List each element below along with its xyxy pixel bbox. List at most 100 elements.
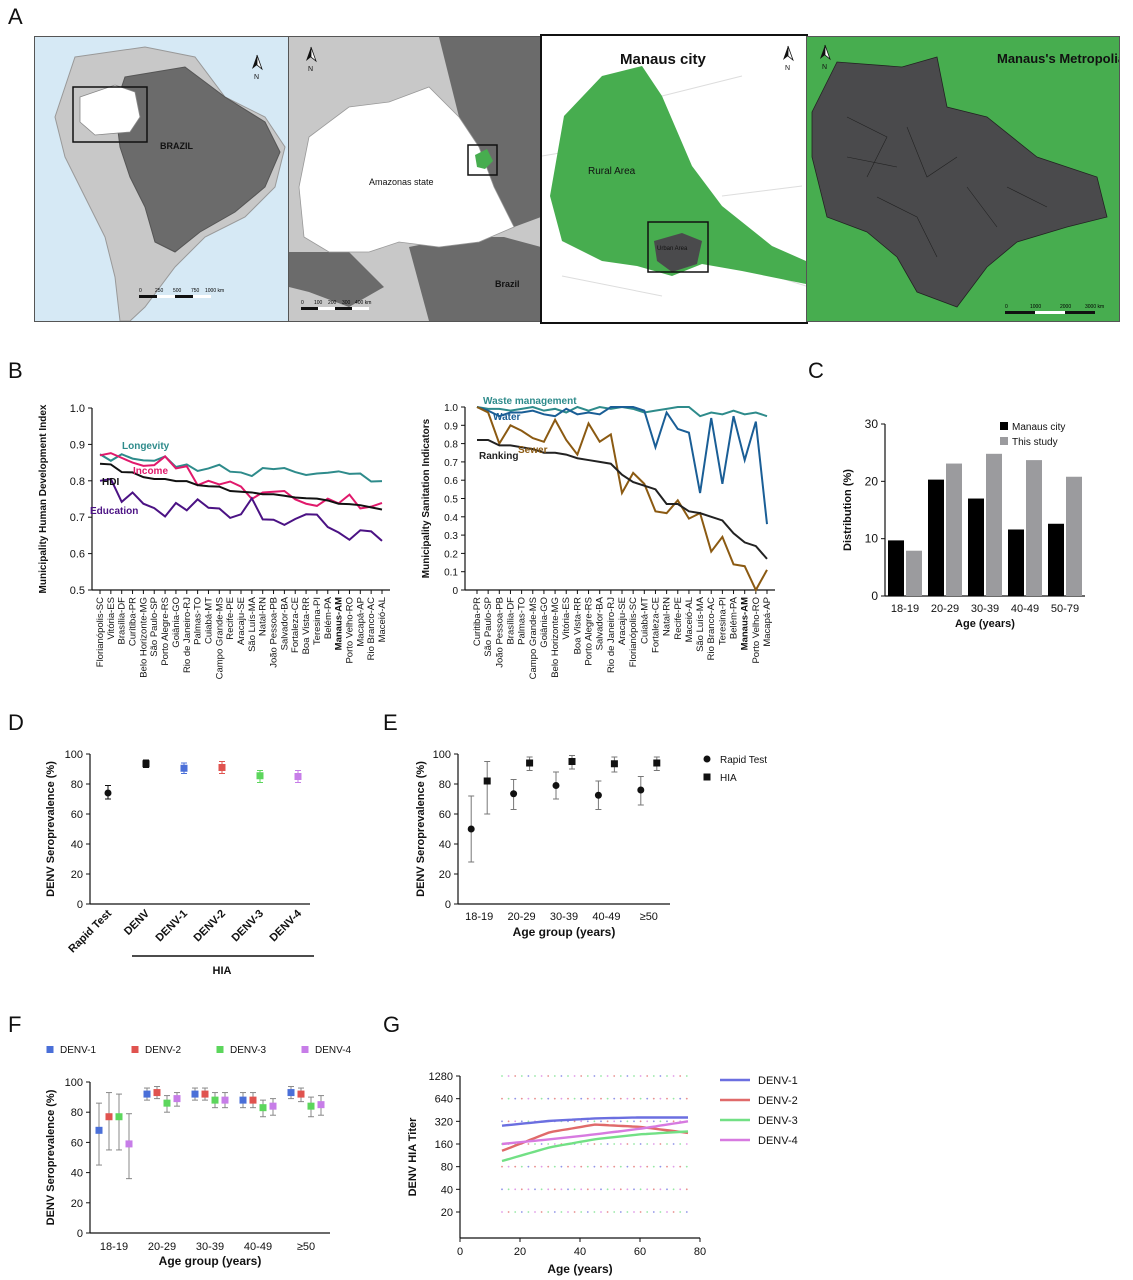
- obs-dot: [580, 1211, 583, 1213]
- legend-marker: [131, 1046, 139, 1053]
- x-tick-label: Belo Horizonte-MG: [138, 597, 149, 678]
- obs-dot: [573, 1211, 576, 1213]
- y-tick-label: 320: [435, 1116, 453, 1128]
- y-tick-label: 0: [445, 899, 451, 911]
- obs-dot: [593, 1075, 596, 1077]
- neighbor-dark-ne: [439, 37, 541, 227]
- x-tick-label: Belém-PA: [323, 596, 334, 639]
- x-tick-label: Rio de Janeiro-RJ: [182, 597, 193, 673]
- data-point: [294, 773, 302, 780]
- obs-dot: [520, 1211, 523, 1213]
- svg-text:200: 200: [328, 300, 337, 306]
- data-point-denv-3: [307, 1102, 315, 1110]
- obs-dot: [527, 1211, 530, 1213]
- y-tick-label: 1.0: [444, 403, 458, 414]
- data-point-rapid-test: [467, 825, 475, 833]
- series-line-education: [99, 477, 383, 542]
- obs-dot: [540, 1143, 543, 1145]
- obs-dot: [672, 1075, 675, 1077]
- obs-dot: [514, 1120, 517, 1123]
- obs-dot: [580, 1188, 583, 1191]
- obs-dot: [547, 1097, 550, 1100]
- y-tick-label: 40: [439, 839, 451, 851]
- series-label: Income: [133, 466, 168, 477]
- obs-dot: [633, 1143, 635, 1145]
- y-tick-label: 0: [871, 589, 878, 603]
- legend-marker: [703, 755, 711, 763]
- y-axis-title: Distribution (%): [842, 469, 854, 551]
- x-tick-label: 30-39: [196, 1241, 224, 1253]
- series-line-longevity: [99, 453, 383, 483]
- x-tick-label: São Luís-MA: [247, 596, 258, 652]
- obs-dot: [580, 1075, 583, 1077]
- y-axis-title: DENV Seroprevalence (%): [45, 761, 57, 897]
- data-point: [104, 789, 112, 797]
- obs-dot: [619, 1188, 622, 1191]
- brazil-land: [114, 66, 281, 253]
- x-tick-label: ≥50: [640, 911, 658, 923]
- bar-manaus-city: [888, 540, 904, 596]
- x-tick-label: João Pessoa-PB: [269, 597, 280, 668]
- y-tick-label: 10: [865, 532, 879, 546]
- obs-dot: [534, 1188, 536, 1191]
- obs-dot: [514, 1097, 517, 1100]
- obs-dot: [520, 1075, 523, 1077]
- svg-text:0: 0: [139, 288, 142, 294]
- obs-dot: [600, 1143, 602, 1145]
- obs-dot: [534, 1143, 536, 1145]
- x-tick-label: Cuiabá-MT: [639, 597, 650, 644]
- bar-this-study: [906, 550, 922, 596]
- obs-dot: [639, 1165, 642, 1168]
- obs-dot: [639, 1097, 642, 1100]
- chart-g-titer-age: 20 40 80 160 320 640 1280 DENV HIA Titer 0 20 40 60…: [407, 1071, 798, 1276]
- x-tick-label: 20-29: [931, 603, 959, 615]
- metro-title: Manaus's Metropolian Region: [997, 51, 1119, 66]
- svg-text:0: 0: [301, 300, 304, 306]
- x-tick-label: Manaus-AM: [334, 597, 345, 650]
- y-tick-label: 1280: [429, 1071, 453, 1083]
- y-tick-label: 0.4: [444, 513, 458, 524]
- svg-text:1000 km: 1000 km: [205, 288, 224, 294]
- x-tick-label: Maceió-AL: [377, 597, 388, 642]
- obs-dot: [586, 1075, 589, 1077]
- fit-line-denv-2: [501, 1123, 689, 1152]
- obs-dot: [514, 1165, 517, 1168]
- legend-marker: [46, 1046, 54, 1053]
- brazil-label: BRAZIL: [160, 141, 193, 151]
- obs-dot: [514, 1075, 517, 1077]
- y-tick-label: 80: [439, 779, 451, 791]
- x-tick-label: DENV-3: [230, 908, 267, 945]
- x-tick-label: 40: [574, 1246, 586, 1258]
- y-tick-label: 0.2: [444, 549, 458, 560]
- obs-dot: [580, 1143, 583, 1145]
- obs-dot: [573, 1188, 576, 1191]
- panel-label-e: E: [383, 710, 398, 735]
- chart-d-seroprevalence: 0 20 40 60 80 100 DENV Seroprevalence (%) Rapid…: [45, 749, 314, 977]
- y-tick-label: 0.1: [444, 568, 458, 579]
- obs-dot: [520, 1120, 523, 1123]
- inset-box: [72, 86, 148, 143]
- obs-dot: [679, 1097, 682, 1100]
- x-tick-label: Curitiba-PR: [472, 597, 483, 646]
- y-tick-label: 160: [435, 1139, 453, 1151]
- obs-dot: [540, 1165, 543, 1168]
- y-tick-label: 640: [435, 1094, 453, 1106]
- obs-dot: [619, 1075, 622, 1077]
- chart-f-serotype-age: 0 20 40 60 80 100 DENV Seroprevalence (%) 18-19…: [45, 1045, 352, 1268]
- y-tick-label: 0.9: [70, 439, 85, 451]
- y-tick-label: 0.3: [444, 531, 458, 542]
- hia-group-label: HIA: [213, 965, 232, 977]
- y-axis-title: Municipality Human Development Index: [38, 404, 49, 593]
- obs-dot: [666, 1097, 668, 1100]
- obs-dot: [586, 1143, 589, 1145]
- series-label: Ranking: [479, 451, 518, 462]
- x-tick-label: DENV-4: [268, 907, 305, 944]
- obs-dot: [600, 1165, 602, 1168]
- obs-dot: [501, 1165, 503, 1168]
- legend-label: DENV-2: [145, 1045, 182, 1056]
- y-tick-label: 0.6: [70, 549, 85, 561]
- y-tick-label: 0.8: [70, 476, 85, 488]
- obs-dot: [527, 1097, 530, 1100]
- panel-label-c: C: [808, 358, 824, 383]
- data-point: [256, 772, 264, 780]
